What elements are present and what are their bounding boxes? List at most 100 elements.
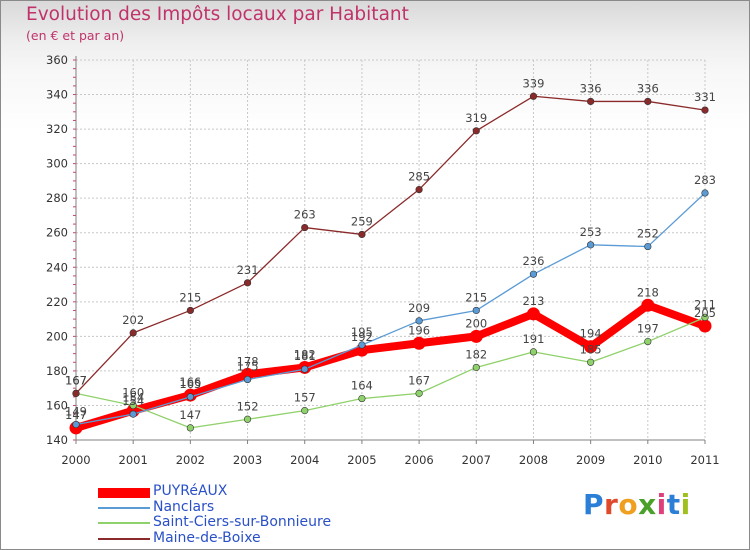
data-point-nanclars: [644, 242, 652, 251]
data-point-maine-de-boixe: [701, 106, 709, 114]
y-tick-label: 320: [46, 122, 68, 136]
data-label-puyr-aux: 178: [237, 354, 259, 368]
data-label-saint-ciers-sur-bonnieure: 167: [65, 373, 87, 387]
data-point-maine-de-boixe: [644, 97, 652, 106]
data-point-nanclars: [701, 189, 709, 197]
logo-letter: t: [666, 488, 681, 521]
data-point-maine-de-boixe: [415, 185, 423, 194]
x-tick-label: 2007: [462, 453, 491, 467]
data-label-saint-ciers-sur-bonnieure: 191: [522, 332, 544, 346]
data-point-saint-ciers-sur-bonnieure: [243, 415, 252, 423]
y-tick-label: 260: [46, 226, 68, 240]
data-point-saint-ciers-sur-bonnieure: [129, 401, 137, 410]
series-line-puyr-aux: [72, 301, 709, 432]
y-tick-label: 340: [46, 88, 68, 102]
series-line-saint-ciers-sur-bonnieure: [75, 316, 706, 429]
data-point-maine-de-boixe: [243, 279, 252, 287]
data-point-maine-de-boixe: [186, 306, 194, 315]
legend-label-nanclars: Nanclars: [153, 498, 215, 515]
data-label-saint-ciers-sur-bonnieure: 197: [637, 322, 659, 336]
y-tick-label: 240: [46, 260, 68, 274]
data-label-maine-de-boixe: 331: [694, 90, 716, 104]
y-tick-label: 220: [46, 295, 68, 309]
data-label-puyr-aux: 205: [694, 306, 716, 320]
data-label-nanclars: 209: [408, 301, 430, 315]
data-label-maine-de-boixe: 336: [637, 81, 659, 95]
data-point-nanclars: [186, 393, 194, 401]
data-point-maine-de-boixe: [529, 92, 538, 100]
logo-letter: i: [656, 488, 667, 521]
data-label-saint-ciers-sur-bonnieure: 160: [122, 385, 144, 399]
data-label-saint-ciers-sur-bonnieure: 167: [408, 373, 430, 387]
data-label-nanclars: 252: [637, 227, 659, 241]
data-point-saint-ciers-sur-bonnieure: [472, 363, 480, 372]
data-point-maine-de-boixe: [72, 389, 80, 397]
data-point-saint-ciers-sur-bonnieure: [301, 407, 309, 415]
data-label-nanclars: 154: [122, 394, 144, 408]
legend-label-puyreaux: PUYRéAUX: [153, 483, 228, 499]
x-tick-label: 2004: [290, 453, 319, 467]
data-label-nanclars: 283: [694, 173, 716, 187]
data-point-saint-ciers-sur-bonnieure: [415, 389, 423, 397]
data-point-puyr-aux: [698, 319, 712, 333]
data-point-maine-de-boixe: [472, 127, 480, 135]
data-label-maine-de-boixe: 336: [580, 81, 602, 95]
legend-label-maine-de-boixe: Maine-de-Boixe: [153, 529, 261, 546]
data-label-puyr-aux: 218: [637, 285, 659, 299]
data-label-puyr-aux: 147: [65, 408, 87, 422]
data-point-nanclars: [415, 317, 423, 325]
x-tick-label: 2010: [633, 453, 662, 467]
x-tick-label: 2009: [576, 453, 605, 467]
data-point-nanclars: [472, 306, 480, 315]
data-label-saint-ciers-sur-bonnieure: 164: [351, 379, 373, 393]
logo-letter: o: [618, 488, 639, 521]
y-tick-label: 200: [46, 329, 68, 343]
data-label-nanclars: 181: [294, 349, 316, 363]
data-point-maine-de-boixe: [587, 97, 595, 106]
chart-subtitle: (en € et par an): [26, 28, 125, 43]
data-point-saint-ciers-sur-bonnieure: [358, 394, 366, 403]
grid: [75, 59, 706, 441]
data-label-saint-ciers-sur-bonnieure: 185: [580, 342, 602, 356]
data-point-puyr-aux: [641, 298, 655, 312]
legend-swatch-puyreaux: [98, 488, 150, 498]
data-point-nanclars: [243, 375, 252, 384]
y-tick-label: 360: [46, 53, 68, 67]
data-point-maine-de-boixe: [129, 329, 137, 337]
data-label-puyr-aux: 200: [465, 316, 487, 330]
x-tick-label: 2008: [519, 453, 548, 467]
data-point-nanclars: [129, 410, 137, 418]
y-tick-label: 140: [46, 433, 68, 447]
data-label-nanclars: 215: [465, 290, 487, 304]
data-label-puyr-aux: 213: [522, 294, 544, 308]
data-point-puyr-aux: [241, 367, 255, 381]
data-label-nanclars: 253: [580, 225, 602, 239]
data-point-saint-ciers-sur-bonnieure: [701, 313, 709, 321]
data-label-puyr-aux: 194: [580, 327, 602, 341]
x-tick-label: 2002: [176, 453, 205, 467]
x-tick-label: 2011: [690, 453, 719, 467]
data-point-saint-ciers-sur-bonnieure: [186, 424, 194, 432]
data-point-nanclars: [587, 241, 595, 249]
data-label-maine-de-boixe: 215: [179, 290, 201, 304]
x-tick-label: 2001: [119, 453, 148, 467]
data-label-saint-ciers-sur-bonnieure: 182: [465, 347, 487, 361]
data-label-nanclars: 149: [65, 404, 87, 418]
data-point-saint-ciers-sur-bonnieure: [529, 348, 538, 356]
data-label-maine-de-boixe: 167: [65, 373, 87, 387]
data-label-nanclars: 165: [179, 377, 201, 391]
data-label-saint-ciers-sur-bonnieure: 147: [179, 408, 201, 422]
data-label-maine-de-boixe: 263: [294, 208, 316, 222]
data-point-puyr-aux: [469, 329, 483, 343]
data-point-nanclars: [72, 420, 80, 429]
data-point-saint-ciers-sur-bonnieure: [587, 358, 595, 366]
legend-swatch-nanclars: [98, 506, 150, 509]
data-label-saint-ciers-sur-bonnieure: 152: [237, 399, 259, 413]
data-point-maine-de-boixe: [358, 230, 366, 239]
data-label-saint-ciers-sur-bonnieure: 157: [294, 391, 316, 405]
data-point-nanclars: [301, 365, 309, 373]
x-tick-label: 2005: [347, 453, 376, 467]
y-tick-label: 160: [46, 398, 68, 412]
